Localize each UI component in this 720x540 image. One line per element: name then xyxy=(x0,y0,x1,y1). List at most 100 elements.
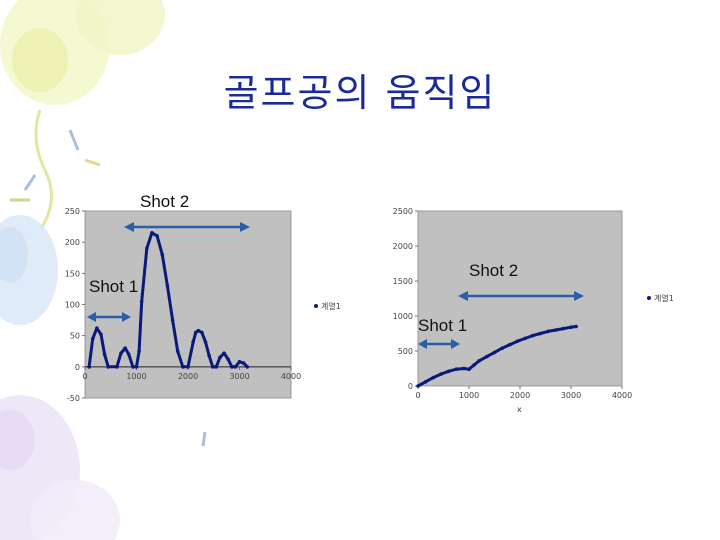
data-point xyxy=(87,365,91,369)
data-point xyxy=(207,353,211,358)
data-point xyxy=(477,359,482,363)
data-point xyxy=(492,350,497,355)
data-point xyxy=(102,352,107,357)
data-point xyxy=(485,354,489,359)
data-point xyxy=(439,372,443,376)
shot-1-label: Shot 1 xyxy=(89,277,138,296)
shot-1-arrow xyxy=(418,339,460,349)
y-tick-label: 250 xyxy=(65,207,80,216)
data-point xyxy=(237,360,242,364)
data-point xyxy=(175,349,180,354)
data-point xyxy=(119,351,123,355)
data-point xyxy=(454,367,459,372)
y-tick-label: 500 xyxy=(398,347,413,356)
data-point xyxy=(191,340,195,344)
x-tick-label: 0 xyxy=(82,372,87,381)
data-point xyxy=(186,365,190,369)
data-point xyxy=(90,336,95,341)
data-point xyxy=(569,325,573,330)
data-point xyxy=(123,346,127,350)
data-point xyxy=(431,375,436,380)
data-point xyxy=(218,355,222,360)
data-point xyxy=(233,365,238,369)
plot-area xyxy=(417,210,623,387)
y-tick-label: 1000 xyxy=(393,312,413,321)
chart-left-series xyxy=(87,231,250,369)
x-tick-label: 0 xyxy=(415,391,420,400)
data-point xyxy=(222,351,226,355)
confetti xyxy=(10,129,207,447)
chart-right-axes: 0 500 1000 1500 2000 2500 0 1000 2000 3000 4000 xyxy=(393,207,633,400)
x-axis-label: x xyxy=(517,405,522,414)
data-point xyxy=(170,318,175,322)
data-point xyxy=(226,357,230,362)
x-tick-label: 4000 xyxy=(281,372,301,381)
data-point xyxy=(538,331,543,336)
data-point xyxy=(126,352,131,357)
x-tick-label: 3000 xyxy=(229,372,249,381)
x-tick-label: 3000 xyxy=(561,391,581,400)
shot-2-arrow xyxy=(458,291,584,301)
legend-label: 계열1 xyxy=(321,301,341,311)
y-tick-label: 1500 xyxy=(393,277,413,286)
y-tick-label: 0 xyxy=(408,382,413,391)
y-tick-label: -50 xyxy=(67,394,80,403)
y-tick-label: 2000 xyxy=(393,242,413,251)
y-tick-label: 200 xyxy=(65,238,80,247)
data-point xyxy=(165,284,170,288)
balloon-top-left xyxy=(0,0,165,231)
data-point xyxy=(139,299,144,304)
data-point xyxy=(574,324,578,329)
data-point xyxy=(137,349,141,354)
slide-title: 골프공의 움직임 xyxy=(223,71,497,115)
y-tick-label: 150 xyxy=(65,269,80,278)
legend-label: 계열1 xyxy=(654,293,674,303)
data-point xyxy=(416,384,420,388)
data-point xyxy=(523,336,527,341)
data-point xyxy=(200,330,204,335)
chart-right-series xyxy=(416,324,578,388)
x-tick-label: 1000 xyxy=(459,391,479,400)
shot-2-arrow xyxy=(124,222,250,232)
data-point xyxy=(134,365,139,369)
data-point xyxy=(446,369,451,374)
x-tick-label: 4000 xyxy=(612,391,632,400)
data-point xyxy=(196,328,201,333)
shot-1-label: Shot 1 xyxy=(418,316,467,335)
data-point xyxy=(530,333,535,338)
y-tick-label: 50 xyxy=(70,332,80,341)
data-point xyxy=(160,252,165,257)
data-point xyxy=(145,246,149,251)
x-tick-label: 1000 xyxy=(126,372,146,381)
data-point xyxy=(106,365,110,369)
data-point xyxy=(181,365,185,369)
y-tick-label: 2500 xyxy=(393,207,413,216)
data-point xyxy=(229,365,234,369)
data-point xyxy=(462,366,466,371)
shot-2-label: Shot 2 xyxy=(469,261,518,280)
data-point xyxy=(241,361,246,365)
chart-left-legend: 계열1 xyxy=(314,301,341,311)
y-tick-label: 100 xyxy=(65,301,80,310)
y-tick-label: 0 xyxy=(75,363,80,372)
data-point xyxy=(561,326,566,331)
x-tick-label: 2000 xyxy=(510,391,530,400)
data-point xyxy=(210,365,215,369)
x-tick-label: 2000 xyxy=(178,372,198,381)
balloon-left-blue xyxy=(0,215,58,325)
data-point xyxy=(515,339,520,344)
shot-2-label: Shot 2 xyxy=(140,192,189,211)
data-point xyxy=(193,330,198,335)
data-point xyxy=(245,365,250,369)
legend-marker xyxy=(647,296,651,300)
data-point xyxy=(115,365,119,369)
data-point xyxy=(131,365,135,369)
chart-right-legend: 계열1 xyxy=(647,293,674,303)
data-point xyxy=(155,234,159,238)
data-point xyxy=(472,363,476,367)
data-point xyxy=(95,326,99,330)
data-point xyxy=(214,365,219,369)
data-point xyxy=(467,367,471,372)
